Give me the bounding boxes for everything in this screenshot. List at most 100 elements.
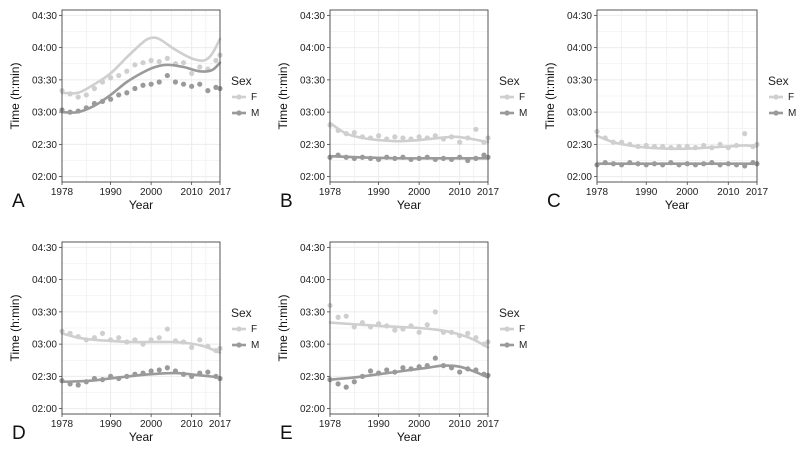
data-point-m [197, 81, 203, 87]
data-point-m [343, 384, 349, 390]
legend-label-m: M [788, 108, 796, 119]
legend-key-point [773, 110, 779, 116]
legend-label-m: M [251, 340, 259, 351]
data-point-m [205, 369, 211, 375]
legend-key-point [504, 326, 510, 332]
x-tick-label: 1990 [99, 187, 122, 198]
data-point-f [124, 68, 130, 74]
legend-key-point [504, 94, 510, 100]
plot-frame [61, 9, 221, 183]
data-point-m [156, 79, 162, 85]
data-point-m [432, 355, 438, 361]
trend-line-m [60, 61, 222, 114]
data-point-f [465, 330, 471, 336]
data-point-m [140, 82, 146, 88]
data-point-f [164, 55, 170, 61]
y-axis-title: Time (h:min) [276, 295, 290, 362]
y-tick-label: 02:00 [32, 404, 57, 415]
trend-line-f [60, 332, 222, 354]
legend-key-point [773, 94, 779, 100]
trend-line-m [328, 154, 490, 160]
data-point-f [189, 70, 195, 77]
data-point-m [213, 84, 219, 90]
legend-key-point [236, 326, 242, 332]
data-point-f [156, 335, 162, 341]
data-point-f [180, 60, 187, 66]
data-point-f [189, 344, 195, 350]
data-point-f [75, 94, 81, 100]
y-tick-label: 03:00 [32, 108, 57, 119]
x-axis-title: Year [129, 430, 153, 444]
y-axis-title: Time (h:min) [8, 63, 22, 130]
y-tick-label: 04:30 [300, 243, 325, 254]
y-tick-label: 04:30 [567, 11, 592, 22]
data-point-f [424, 322, 430, 328]
plot-frame [329, 241, 489, 415]
y-tick-label: 02:30 [300, 140, 325, 151]
legend-key-point [504, 342, 510, 348]
data-point-f [742, 131, 748, 137]
x-axis-title: Year [129, 198, 153, 212]
y-axis-title: Time (h:min) [543, 63, 557, 130]
y-tick-label: 02:30 [32, 140, 57, 151]
x-tick-label: 2010 [449, 419, 472, 430]
y-tick-label: 04:00 [300, 275, 325, 286]
data-point-m [189, 83, 195, 89]
x-tick-label: 2017 [746, 187, 769, 198]
x-tick-label: 1990 [367, 187, 390, 198]
panel-label: E [280, 423, 293, 444]
data-point-m [132, 85, 138, 92]
data-point-m [75, 382, 81, 388]
panel-label: B [280, 191, 293, 212]
data-point-m [124, 90, 130, 96]
data-point-f [108, 75, 114, 81]
y-tick-label: 03:30 [300, 307, 325, 318]
y-tick-label: 03:00 [32, 340, 57, 351]
data-point-m [172, 79, 179, 85]
x-tick-label: 2000 [140, 187, 163, 198]
y-tick-label: 03:30 [32, 75, 57, 86]
data-point-f [343, 313, 349, 319]
panel-label: D [12, 423, 26, 444]
data-point-f [392, 134, 398, 140]
legend-title: Sex [231, 306, 252, 320]
legend-label-f: F [519, 324, 525, 335]
data-point-f [148, 57, 154, 64]
y-axis-title: Time (h:min) [276, 63, 290, 130]
data-point-f [132, 62, 138, 68]
data-point-f [197, 64, 203, 70]
x-tick-label: 1990 [99, 419, 122, 430]
data-point-f [432, 309, 438, 315]
x-tick-label: 1990 [635, 187, 658, 198]
legend-title: Sex [768, 74, 789, 88]
data-point-m [335, 381, 341, 387]
trend-line-m [328, 364, 490, 381]
data-point-m [156, 367, 162, 373]
trend-line-f [328, 321, 490, 349]
y-axis-title: Time (h:min) [8, 295, 22, 362]
y-tick-label: 02:00 [567, 172, 592, 183]
trend-line-f [328, 121, 490, 144]
panel-c: 02:00 02:30 03:00 03:30 04:00 04:30 1978 1990 20… [543, 9, 796, 212]
y-tick-label: 02:30 [567, 140, 592, 151]
data-point-f [416, 329, 422, 335]
x-axis-title: Year [397, 430, 421, 444]
data-point-f [400, 135, 406, 141]
data-point-f [376, 133, 382, 139]
data-point-m [481, 152, 487, 158]
x-tick-label: 1978 [319, 187, 342, 198]
y-tick-label: 04:30 [32, 243, 57, 254]
data-point-f [335, 314, 341, 320]
y-tick-label: 03:00 [567, 108, 592, 119]
y-tick-label: 04:30 [300, 11, 325, 22]
x-tick-label: 2000 [408, 187, 431, 198]
legend-key-point [236, 110, 242, 116]
plot-frame [596, 9, 758, 183]
y-tick-label: 04:30 [32, 11, 57, 22]
data-point-m [180, 81, 187, 87]
data-point-m [205, 88, 211, 94]
x-tick-label: 2017 [209, 419, 232, 430]
legend-key-point [236, 342, 242, 348]
plot-frame [61, 241, 221, 415]
y-tick-label: 02:30 [32, 372, 57, 383]
